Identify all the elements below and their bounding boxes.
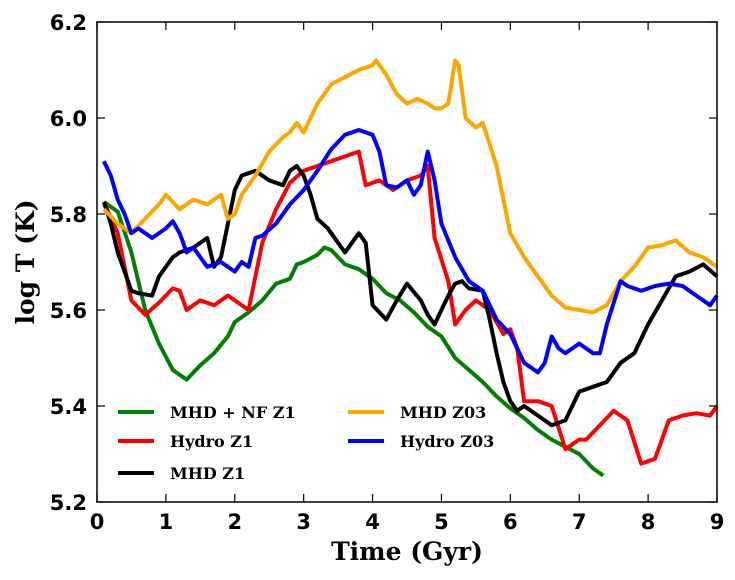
legend-label: Hydro Z03 xyxy=(400,432,494,451)
series-line-3 xyxy=(102,58,719,315)
series-lines xyxy=(101,58,719,478)
x-tick-label: 2 xyxy=(227,510,242,534)
series-line-0 xyxy=(102,200,605,478)
x-tick-label: 4 xyxy=(365,510,380,534)
legend-label: Hydro Z1 xyxy=(170,432,253,451)
legend: MHD + NF Z1 Hydro Z1 MHD Z1 MHD Z03 Hydro Z0… xyxy=(118,403,494,483)
series-line-4 xyxy=(102,128,719,375)
x-tick-label: 5 xyxy=(434,510,449,534)
x-tick-label: 8 xyxy=(641,510,656,534)
axis-ticks: 0 1 2 3 4 5 6 7 8 9 5.2 5.4 5.6 5.8 6.0 6.2 xyxy=(50,11,725,534)
x-tick-label: 9 xyxy=(710,510,725,534)
y-tick-label: 5.6 xyxy=(50,299,87,323)
plot-frame xyxy=(96,21,718,503)
x-tick-label: 6 xyxy=(503,510,518,534)
y-tick-label: 5.8 xyxy=(50,203,87,227)
x-tick-label: 0 xyxy=(90,510,105,534)
y-tick-label: 6.0 xyxy=(50,107,87,131)
x-tick-label: 7 xyxy=(572,510,587,534)
legend-label: MHD Z03 xyxy=(400,403,486,422)
x-tick-label: 1 xyxy=(159,510,174,534)
legend-label: MHD + NF Z1 xyxy=(170,403,296,422)
y-tick-label: 6.2 xyxy=(50,11,87,35)
series-line-2 xyxy=(101,164,719,428)
y-axis-label: log T (K) xyxy=(11,199,40,324)
x-tick-label: 3 xyxy=(296,510,311,534)
y-tick-label: 5.2 xyxy=(50,491,87,515)
x-axis-label: Time (Gyr) xyxy=(331,537,483,566)
y-tick-label: 5.4 xyxy=(50,395,87,419)
legend-label: MHD Z1 xyxy=(170,464,245,483)
